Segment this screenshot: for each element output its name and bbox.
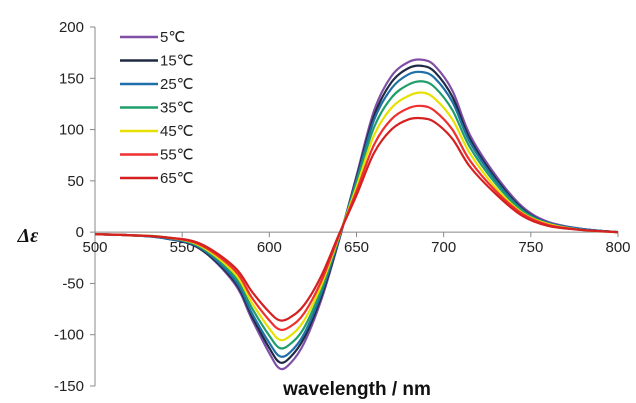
legend-label: 45℃ [160, 123, 194, 140]
legend-label: 5℃ [160, 29, 185, 46]
x-tick-label: 650 [344, 239, 369, 256]
y-axis-title: Δε [17, 225, 40, 247]
y-tick-label: 50 [67, 173, 84, 190]
x-tick-label: 800 [605, 239, 630, 256]
x-tick-label: 750 [518, 239, 543, 256]
series-line [94, 116, 619, 322]
y-tick-label: 200 [59, 19, 84, 36]
series-line [94, 80, 619, 350]
y-tick-label: 0 [76, 224, 84, 241]
y-tick-label: 100 [59, 122, 84, 139]
series-lines [94, 58, 619, 371]
series-line [94, 91, 619, 342]
x-tick-label: 700 [431, 239, 456, 256]
legend-label: 25℃ [160, 76, 194, 93]
x-axis: 500 550 600 650 700 750 800 [82, 231, 631, 256]
x-tick-label: 500 [82, 239, 107, 256]
y-tick-label: -50 [62, 275, 84, 292]
legend-label: 55℃ [160, 147, 194, 164]
x-tick-label: 600 [257, 239, 282, 256]
legend-label: 35℃ [160, 100, 194, 117]
legend-label: 15℃ [160, 53, 194, 70]
series-line [94, 104, 619, 332]
y-tick-label: -100 [54, 327, 84, 344]
y-tick-label: 150 [59, 70, 84, 87]
legend-label: 65℃ [160, 170, 194, 187]
y-axis: -150 -100 -50 0 50 100 150 200 [54, 19, 96, 395]
x-axis-title: wavelength / nm [282, 379, 431, 400]
y-tick-label: -150 [54, 378, 84, 395]
legend: 5℃ 15℃ 25℃ 35℃ 45℃ 55℃ 65℃ [120, 29, 194, 187]
